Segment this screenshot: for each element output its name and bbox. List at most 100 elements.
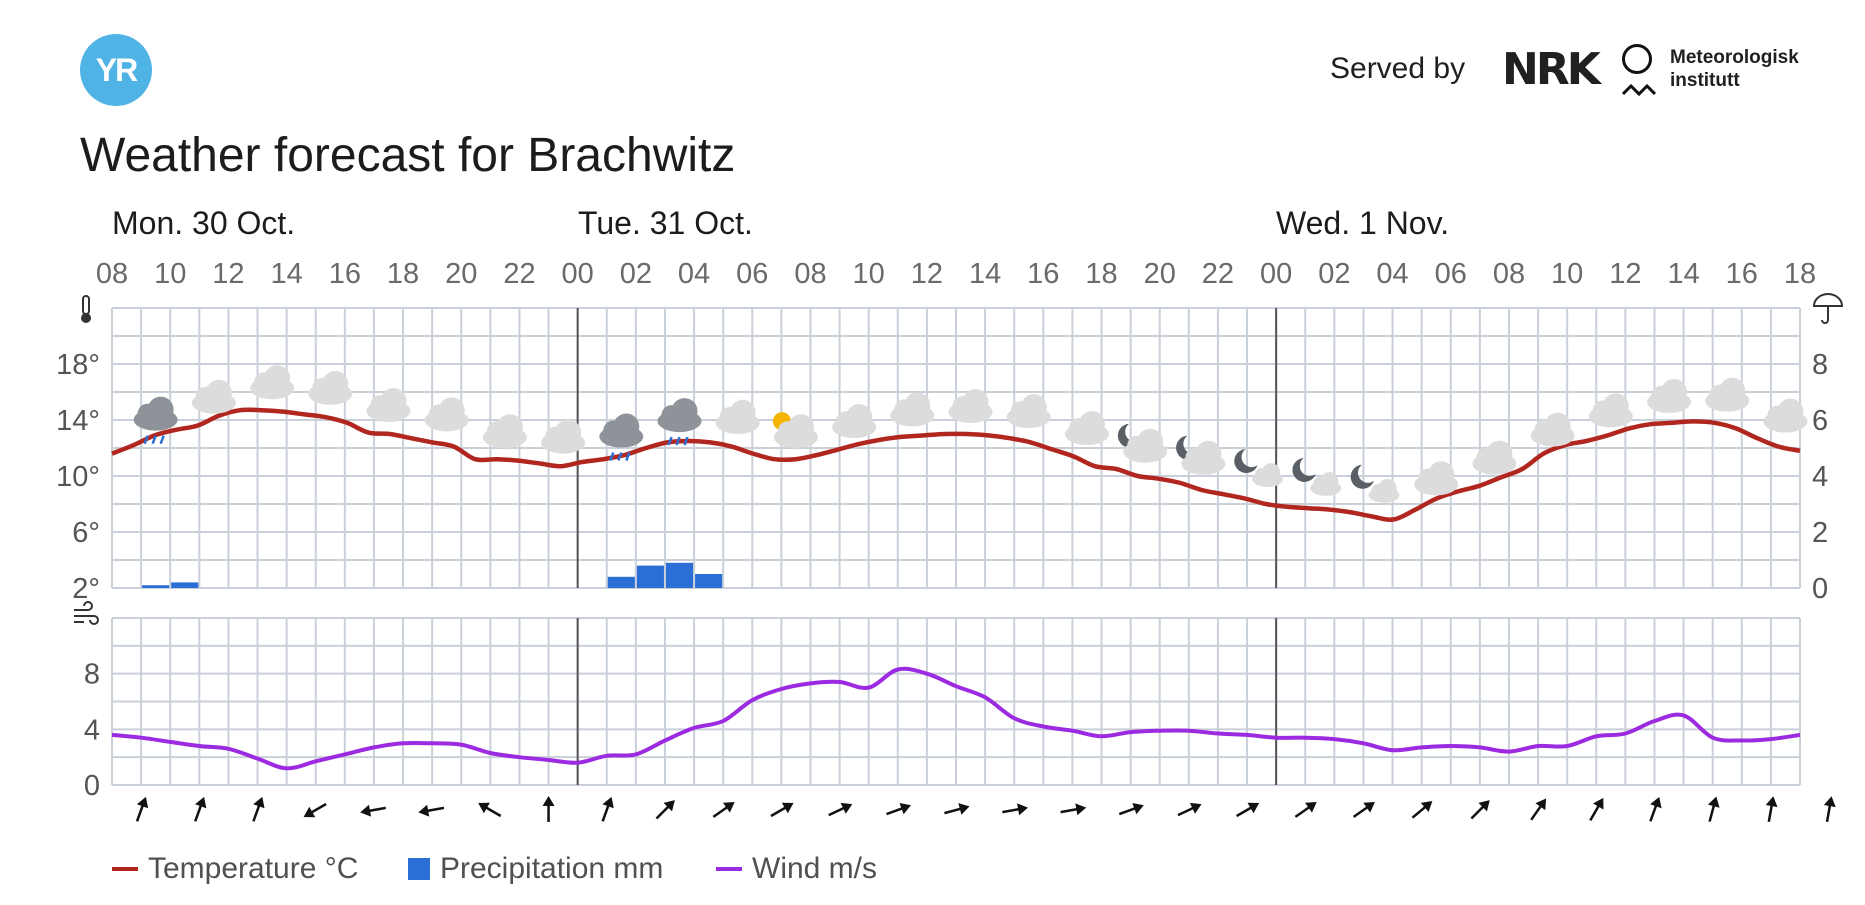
- precipitation-bar: [142, 585, 170, 588]
- hour-tick-label: 06: [736, 258, 768, 290]
- wind-direction-arrow: [886, 802, 911, 816]
- cloud-part: [1777, 398, 1804, 425]
- wind-tick-label: 0: [84, 770, 100, 802]
- hour-tick-label: 14: [270, 258, 302, 290]
- rain-drop: [151, 435, 157, 445]
- hour-tick-label: 04: [678, 258, 710, 290]
- arrow-head: [303, 806, 316, 818]
- cloudy-icon: [1472, 440, 1517, 475]
- cloud-part: [787, 414, 814, 441]
- precipitation-tick-label: 8: [1812, 349, 1828, 381]
- wind-direction-arrow: [360, 804, 386, 817]
- cloudy-icon: [832, 404, 877, 439]
- wind-direction-arrow: [418, 804, 445, 817]
- arrow-head: [1132, 802, 1144, 815]
- night-partly-cloudy-icon: [1292, 457, 1342, 496]
- hour-tick-label: 14: [1667, 258, 1699, 290]
- arrow-head: [840, 802, 853, 814]
- cloud-part: [1428, 461, 1455, 488]
- arrow-head: [195, 796, 207, 809]
- arrow-head: [136, 796, 149, 809]
- cloud-part: [1137, 428, 1164, 455]
- hour-tick-label: 22: [503, 258, 535, 290]
- cloud-part: [613, 413, 640, 440]
- wind-direction-arrow: [1177, 802, 1202, 817]
- temperature-tick-label: 2°: [72, 573, 100, 605]
- cloud-part: [1486, 440, 1513, 467]
- wind-tick-label: 8: [84, 659, 100, 691]
- legend-precipitation-label: Precipitation mm: [440, 852, 664, 885]
- cloud-part: [380, 387, 407, 414]
- cloud-part: [1719, 377, 1746, 404]
- rain-drop: [675, 436, 681, 446]
- arrow-head: [1420, 801, 1433, 813]
- wind-direction-arrow: [770, 802, 794, 818]
- night-cloudy-icon: [1176, 435, 1226, 475]
- cloud-rain-icon: [657, 398, 702, 446]
- wind-direction-arrow: [478, 802, 502, 818]
- wind-direction-arrow: [1649, 796, 1662, 822]
- legend-temperature-label: Temperature °C: [148, 852, 359, 885]
- wind-direction-arrow: [1236, 802, 1260, 818]
- arrow-head: [723, 801, 735, 813]
- cloud-part: [1195, 440, 1222, 467]
- hour-tick-label: 16: [1726, 258, 1758, 290]
- hour-tick-label: 00: [562, 258, 594, 290]
- day-label: Tue. 31 Oct.: [578, 205, 753, 241]
- hour-tick-label: 16: [1027, 258, 1059, 290]
- cloud-part: [1602, 393, 1629, 420]
- cloudy-icon: [1530, 412, 1575, 447]
- wind-direction-arrow: [1060, 803, 1087, 816]
- cloudy-icon: [541, 419, 586, 454]
- wind-direction-arrow: [944, 803, 970, 815]
- precipitation-tick-label: 4: [1812, 461, 1828, 493]
- arrow-head: [1593, 797, 1604, 810]
- cloudy-icon: [366, 387, 411, 422]
- hour-tick-label: 08: [794, 258, 826, 290]
- cloud-part: [671, 398, 698, 425]
- legend-wind-swatch: [716, 867, 742, 871]
- cloudy-icon: [1705, 377, 1750, 412]
- temperature-tick-label: 18°: [56, 349, 100, 381]
- arrow-head: [1765, 796, 1778, 808]
- legend-temperature: Temperature °C: [112, 852, 358, 886]
- wind-direction-arrow: [1707, 796, 1720, 822]
- cloud-rain-light-icon: [133, 396, 178, 445]
- wind-direction-arrow: [194, 796, 207, 822]
- hour-tick-label: 10: [154, 258, 186, 290]
- thermometer-stem: [82, 295, 90, 315]
- met-institute-logo[interactable]: Meteorologisk institutt: [1622, 42, 1822, 102]
- nrk-logo[interactable]: NRK: [1502, 44, 1601, 95]
- cloudy-icon: [1647, 378, 1692, 413]
- arrow-head: [1075, 803, 1087, 816]
- temperature-series-line: [111, 407, 1801, 522]
- arrow-head: [781, 802, 794, 814]
- cloudy-icon: [191, 379, 236, 414]
- wind-direction-arrow: [828, 802, 853, 817]
- hour-tick-label: 10: [1551, 258, 1583, 290]
- arrow-head: [1189, 802, 1202, 814]
- wind-direction-arrow: [601, 796, 614, 822]
- cloudy-icon: [482, 414, 527, 449]
- wind-direction-arrow: [1002, 803, 1028, 816]
- arrow-head: [1707, 796, 1720, 808]
- cloudy-icon: [424, 397, 469, 432]
- moon-part: [1292, 457, 1316, 482]
- yr-logo[interactable]: YR: [80, 34, 152, 106]
- hour-tick-label: 02: [620, 258, 652, 290]
- precipitation-bar: [665, 562, 694, 588]
- cloudy-icon: [1006, 394, 1051, 429]
- cloud-part: [555, 419, 582, 446]
- rain-drop: [609, 452, 615, 461]
- wind-direction-arrow: [252, 796, 265, 822]
- moon-part: [1234, 449, 1258, 474]
- cloud-part: [438, 397, 465, 424]
- legend-wind-label: Wind m/s: [752, 852, 878, 885]
- wind-direction-arrow: [1530, 798, 1547, 821]
- cloud-part: [1378, 478, 1397, 498]
- hour-tick-label: 00: [1260, 258, 1292, 290]
- wind-tick-label: 4: [84, 714, 100, 746]
- chart-grid: [111, 307, 1801, 786]
- cloud-part: [904, 392, 931, 419]
- precipitation-tick-label: 6: [1812, 405, 1828, 437]
